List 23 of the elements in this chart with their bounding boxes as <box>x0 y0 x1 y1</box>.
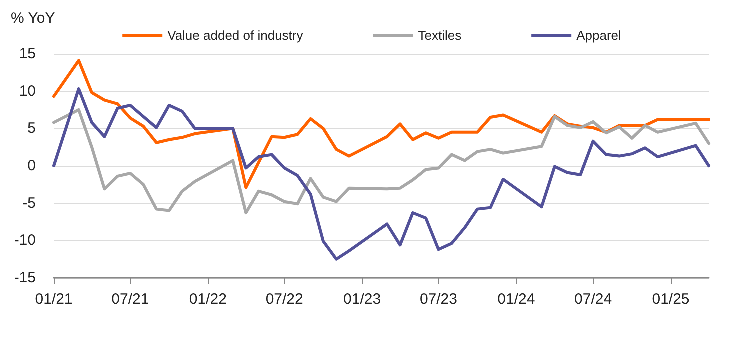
y-tick-label: -15 <box>14 270 36 286</box>
y-axis-title: % YoY <box>11 10 56 27</box>
line-series <box>52 88 710 261</box>
y-tick-label: 15 <box>19 46 36 62</box>
y-tick-label: 0 <box>28 158 36 174</box>
y-tick-label: -5 <box>22 194 36 212</box>
x-tick-label: 01/23 <box>344 291 382 308</box>
y-tick-label: 5 <box>28 120 36 138</box>
line-series <box>52 59 710 190</box>
x-tick-label: 01/25 <box>652 291 690 308</box>
y-tick-label: 10 <box>19 82 36 100</box>
x-tick-label: 01/21 <box>35 291 73 308</box>
legend-label: Value added of industry <box>168 28 304 43</box>
x-tick-label: 01/24 <box>498 291 536 308</box>
legend-label: Apparel <box>576 28 622 43</box>
x-tick-label: 07/21 <box>112 291 150 308</box>
line-series <box>52 108 710 215</box>
x-tick-label: 01/22 <box>189 291 227 308</box>
x-tick-label: 07/23 <box>420 291 458 308</box>
x-tick-label: 07/24 <box>574 291 612 308</box>
x-tick-label: 07/22 <box>266 291 304 308</box>
y-tick-label: -10 <box>14 232 36 250</box>
legend-label: Textiles <box>418 28 462 43</box>
